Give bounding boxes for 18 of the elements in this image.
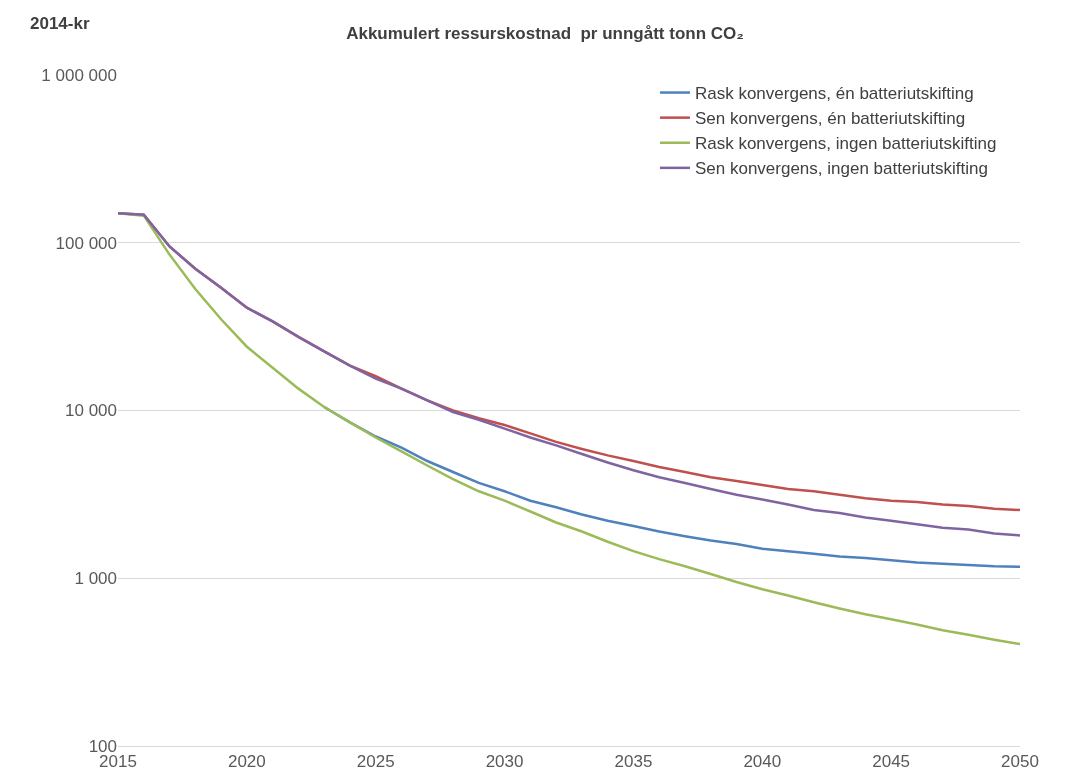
legend-label: Sen konvergens, ingen batteriutskifting: [694, 159, 988, 179]
x-tick-label: 2050: [1001, 752, 1039, 772]
x-tick-label: 2020: [227, 752, 266, 772]
y-tick-label: 1 000 000: [41, 65, 117, 85]
y-tick-label: 100 000: [55, 233, 117, 253]
chart-title: Akkumulert ressurskostnad pr unngått tonn CO₂: [346, 24, 744, 44]
x-tick-label: 2030: [485, 752, 524, 772]
x-tick-label: 2025: [356, 752, 395, 772]
y-tick-label: 10 000: [65, 401, 117, 421]
x-tick-label: 2035: [614, 752, 653, 772]
legend-label: Rask konvergens, ingen batteriutskifting: [694, 134, 997, 154]
x-tick-label: 2045: [872, 752, 911, 772]
line-series: [118, 211, 1020, 646]
y-axis-title: 2014-kr: [30, 14, 90, 33]
legend-label: Sen konvergens, én batteriutskifting: [694, 109, 966, 129]
x-tick-label: 2040: [743, 752, 782, 772]
y-tick-label: 1 000: [74, 569, 117, 589]
legend-label: Rask konvergens, én batteriutskifting: [694, 84, 974, 104]
